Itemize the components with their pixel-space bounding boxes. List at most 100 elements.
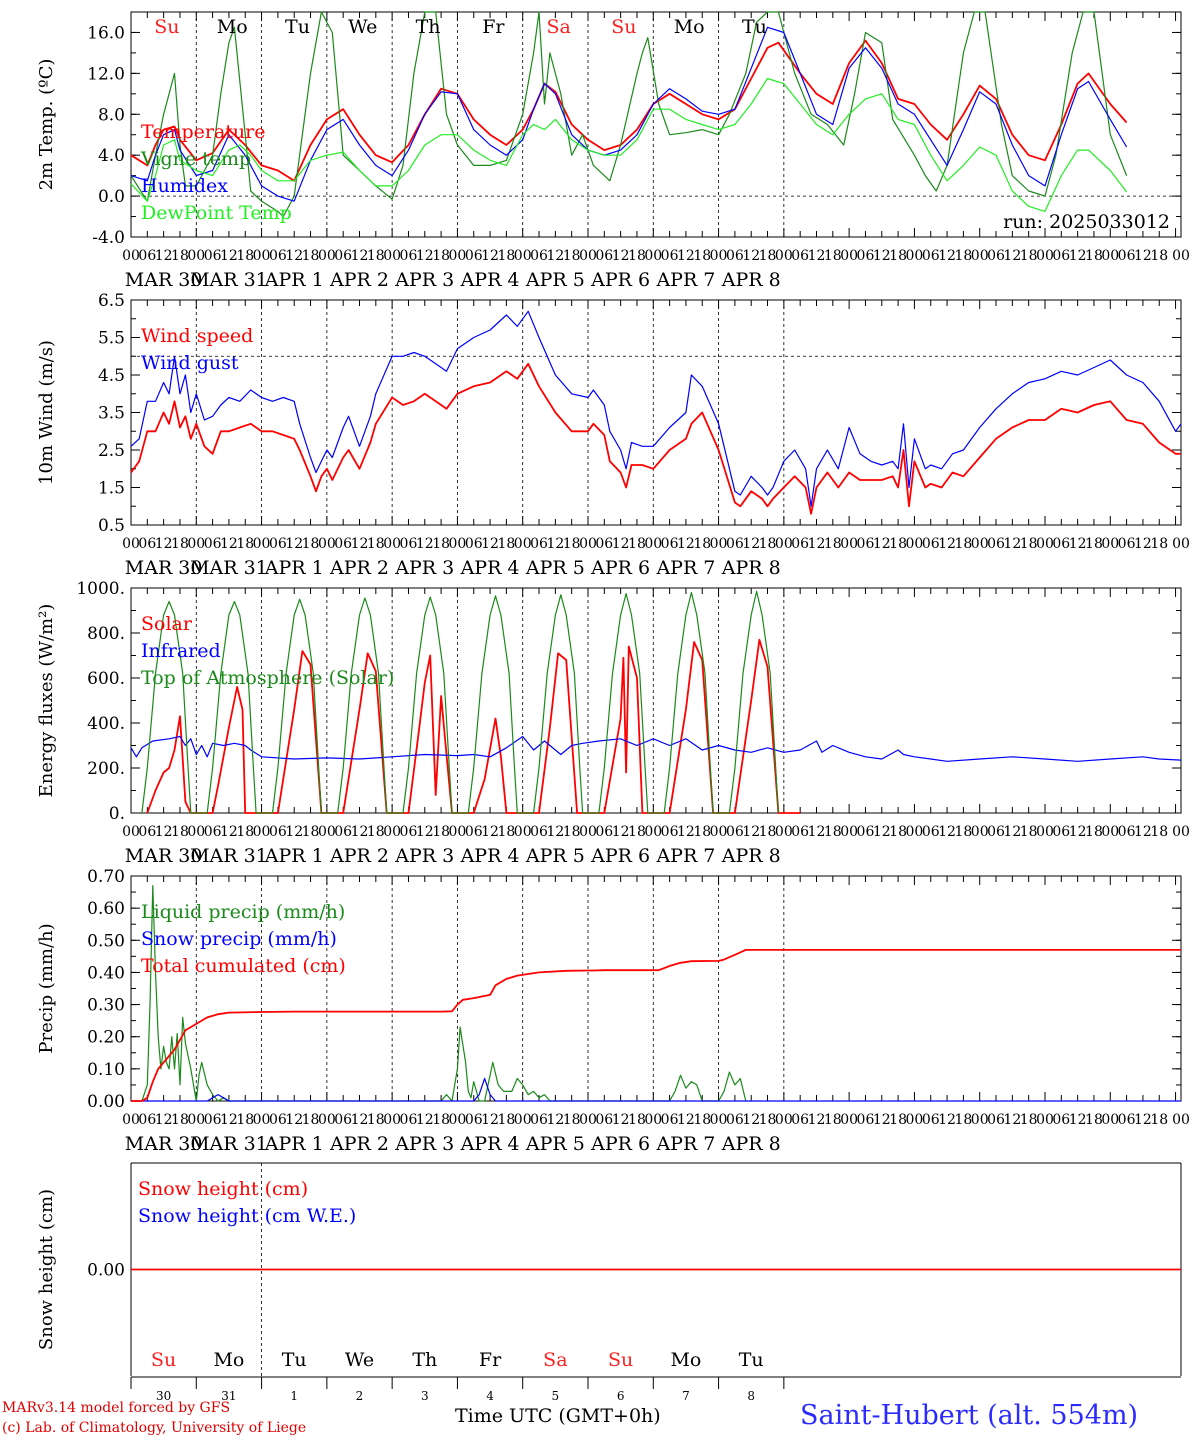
hour-tick-label: 18 [954, 824, 972, 840]
hour-tick-label: 12 [1069, 536, 1087, 552]
hour-tick-label: 18 [693, 824, 711, 840]
weekday-label: Mo [674, 16, 705, 38]
hour-tick-label: 00 [1172, 824, 1190, 840]
hour-tick-label: 18 [367, 536, 385, 552]
date-label: APR 3 [394, 1133, 454, 1155]
time-axis-title: Time UTC (GMT+0h) [455, 1405, 661, 1427]
day-number-label: 5 [552, 1389, 560, 1403]
date-label: MAR 31 [190, 269, 268, 291]
hour-tick-label: 12 [155, 248, 173, 264]
hour-tick-label: 06 [400, 248, 418, 264]
hour-tick-label: 00 [579, 1112, 597, 1128]
hour-tick-label: 18 [628, 536, 646, 552]
date-label: APR 1 [264, 845, 324, 867]
y-tick-label: 200. [87, 759, 125, 779]
hour-tick-label: 00 [775, 824, 793, 840]
date-label: MAR 31 [190, 845, 268, 867]
y-tick-label: 0.0 [98, 187, 125, 207]
hour-tick-label: 12 [155, 1112, 173, 1128]
hour-tick-label: 00 [383, 536, 401, 552]
date-label: APR 5 [525, 1133, 585, 1155]
weekday-label: Tu [282, 1349, 307, 1371]
hour-tick-label: 00 [122, 824, 140, 840]
hour-tick-label: 12 [546, 536, 564, 552]
hour-tick-label: 18 [759, 1112, 777, 1128]
hour-tick-label: 06 [530, 1112, 548, 1128]
hour-tick-label: 18 [628, 248, 646, 264]
series-line-4 [130, 77, 1128, 212]
legend-entry: Snow height (cm W.E.) [138, 1205, 356, 1227]
hour-tick-label: 06 [661, 824, 679, 840]
hour-tick-label: 12 [546, 1112, 564, 1128]
weekday-label: Fr [482, 16, 505, 38]
date-label: APR 4 [460, 557, 520, 579]
hour-tick-label: 12 [481, 536, 499, 552]
hour-tick-label: 00 [122, 1112, 140, 1128]
hour-tick-label: 12 [220, 248, 238, 264]
legend-entry: Snow precip (mm/h) [141, 928, 337, 950]
hour-tick-label: 06 [400, 1112, 418, 1128]
hour-tick-label: 00 [318, 1112, 336, 1128]
legend-entry: Solar [141, 613, 193, 635]
hour-tick-label: 18 [954, 248, 972, 264]
hour-tick-label: 06 [595, 1112, 613, 1128]
y-tick-label: 0.50 [87, 931, 125, 951]
hour-tick-label: 12 [416, 536, 434, 552]
y-tick-label: 0. [109, 804, 125, 824]
hour-tick-label: 06 [138, 248, 156, 264]
series-line-3 [141, 590, 779, 814]
date-label: APR 8 [721, 845, 781, 867]
day-number-label: 30 [156, 1389, 171, 1403]
weekday-label: Sa [543, 1349, 567, 1371]
y-tick-label: 6.5 [98, 291, 125, 311]
hour-tick-label: 18 [236, 536, 254, 552]
hour-tick-label: 18 [1085, 248, 1103, 264]
hour-tick-label: 00 [840, 536, 858, 552]
hour-tick-label: 06 [204, 248, 222, 264]
hour-tick-label: 12 [285, 248, 303, 264]
legend-entry: Liquid precip (mm/h) [141, 901, 345, 923]
hour-tick-label: 06 [791, 1112, 809, 1128]
hour-tick-label: 06 [1118, 1112, 1136, 1128]
date-label: APR 6 [590, 1133, 650, 1155]
hour-tick-label: 12 [1003, 248, 1021, 264]
hour-tick-label: 18 [1020, 536, 1038, 552]
hour-tick-label: 06 [987, 248, 1005, 264]
hour-tick-label: 18 [889, 536, 907, 552]
y-axis-label: Snow height (cm) [36, 1189, 57, 1350]
weekday-label: Su [608, 1349, 633, 1371]
hour-tick-label: 12 [938, 1112, 956, 1128]
legend-entry: Top of Atmosphere (Solar) [141, 667, 394, 689]
run-label: run: 2025033012 [1003, 211, 1170, 233]
legend-entry: DewPoint Temp [141, 202, 292, 224]
hour-tick-label: 12 [938, 824, 956, 840]
day-number-label: 2 [356, 1389, 364, 1403]
hour-tick-label: 06 [1052, 1112, 1070, 1128]
hour-tick-label: 06 [400, 824, 418, 840]
hour-tick-label: 00 [644, 824, 662, 840]
hour-tick-label: 00 [1101, 824, 1119, 840]
hour-tick-label: 00 [775, 248, 793, 264]
weekday-label: Mo [213, 1349, 244, 1371]
hour-tick-label: 06 [1118, 248, 1136, 264]
y-axis-label: Precip (mm/h) [36, 923, 57, 1053]
hour-tick-label: 00 [1101, 1112, 1119, 1128]
y-tick-label: 2.5 [98, 441, 125, 461]
date-label: APR 4 [460, 269, 520, 291]
hour-tick-label: 18 [1150, 248, 1168, 264]
hour-tick-label: 18 [759, 536, 777, 552]
hour-tick-label: 18 [1150, 536, 1168, 552]
date-label: APR 1 [264, 557, 324, 579]
hour-tick-label: 06 [661, 248, 679, 264]
hour-tick-label: 18 [1020, 1112, 1038, 1128]
y-tick-label: -4.0 [92, 228, 125, 248]
hour-tick-label: 18 [497, 536, 515, 552]
hour-tick-label: 18 [236, 824, 254, 840]
hour-tick-label: 06 [922, 536, 940, 552]
legend-entry: Wind speed [141, 325, 253, 347]
hour-tick-label: 00 [514, 536, 532, 552]
hour-tick-label: 18 [367, 1112, 385, 1128]
hour-tick-label: 18 [563, 248, 581, 264]
hour-tick-label: 00 [644, 248, 662, 264]
